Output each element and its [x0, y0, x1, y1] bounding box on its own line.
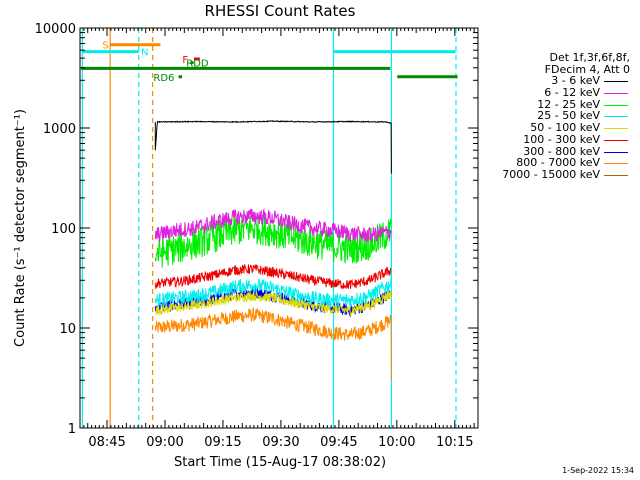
series-group — [154, 120, 392, 381]
x-tick-label: 09:15 — [204, 435, 241, 450]
legend-swatch — [604, 93, 628, 95]
legend-entry-label: 6 - 12 keV — [544, 86, 600, 100]
legend-entry: 3 - 6 keV — [470, 75, 632, 87]
legend-entry-label: 7000 - 15000 keV — [502, 167, 600, 181]
legend-entry-label: 25 - 50 keV — [537, 109, 600, 123]
legend-swatch — [604, 174, 628, 176]
y-tick-label: 1000 — [43, 122, 76, 137]
series-line-25-50keV — [154, 276, 392, 308]
x-tick-label: 09:45 — [320, 435, 357, 450]
legend-swatch — [604, 139, 628, 141]
legend-entry: 100 - 300 keV — [470, 134, 632, 146]
x-tick-label: 09:00 — [146, 435, 183, 450]
legend-swatch — [604, 151, 628, 153]
legend-swatch — [604, 116, 628, 118]
x-axis-label: Start Time (15-Aug-17 08:38:02) — [174, 455, 386, 470]
legend-entry-label: 100 - 300 keV — [523, 132, 600, 146]
legend-rows: 3 - 6 keV 6 - 12 keV 12 - 25 keV 25 - 50 ke… — [470, 75, 632, 180]
flag-label-rdd: RDD — [186, 59, 209, 70]
series-line-100-300keV — [154, 264, 392, 290]
flag-label-f: F — [182, 55, 188, 66]
y-tick-label: 100 — [51, 222, 76, 237]
legend-swatch — [604, 163, 628, 165]
legend-entry: 300 - 800 keV — [470, 144, 632, 158]
series-line-3-6keV — [154, 120, 392, 174]
flag-label-n: N — [141, 48, 148, 59]
legend-entry-label: 800 - 7000 keV — [516, 156, 600, 170]
legend-entry: 800 - 7000 keV — [470, 157, 632, 169]
chart-title: RHESSI Count Rates — [205, 2, 356, 20]
legend-entry: 25 - 50 keV — [470, 110, 632, 122]
x-tick-label: 09:30 — [262, 435, 299, 450]
legend-entry: 6 - 12 keV — [470, 87, 632, 99]
legend-header-line1: Det 1f,3f,6f,8f, — [549, 51, 630, 64]
series-line-800-7000keV — [154, 306, 392, 381]
y-tick-label: 10 — [59, 322, 76, 337]
legend-header-line2: FDecim 4, Att 0 — [544, 62, 630, 76]
legend-entry-label: 12 - 25 keV — [537, 97, 600, 111]
x-tick-label: 10:15 — [436, 435, 473, 450]
legend-entry: 12 - 25 keV — [470, 99, 632, 111]
x-tick-label: 08:45 — [88, 435, 125, 450]
series-line-6-12keV — [154, 207, 392, 242]
y-axis-label: Count Rate (s⁻¹ detector segment⁻¹) — [13, 109, 28, 347]
y-tick-label: 10000 — [35, 22, 76, 37]
legend-swatch — [604, 81, 628, 83]
flag-label-rd6: RD6 — [153, 73, 174, 84]
y-tick-label: 1 — [68, 422, 76, 437]
legend-entry-label: 300 - 800 keV — [523, 144, 600, 158]
axes: 08:45 09:00 09:15 09:30 09:45 10:00 10:15 1 10 10… — [35, 22, 478, 450]
legend-swatch — [604, 128, 628, 130]
legend-entry: 7000 - 15000 keV — [470, 169, 632, 181]
series-line-50-100keV — [155, 289, 392, 317]
flag-label-s: S — [102, 41, 108, 52]
x-tick-label: 10:00 — [378, 435, 415, 450]
legend: Det 1f,3f,6f,8f, FDecim 4, Att 0 3 - 6 k… — [470, 52, 632, 181]
series-line-12-25keV — [154, 213, 392, 268]
legend-entry-label: 3 - 6 keV — [551, 74, 600, 88]
timestamp: 1-Sep-2022 15:34 — [562, 466, 634, 475]
legend-entry: 50 - 100 keV — [470, 122, 632, 134]
legend-entry-label: 50 - 100 keV — [530, 121, 600, 135]
legend-swatch — [604, 104, 628, 106]
